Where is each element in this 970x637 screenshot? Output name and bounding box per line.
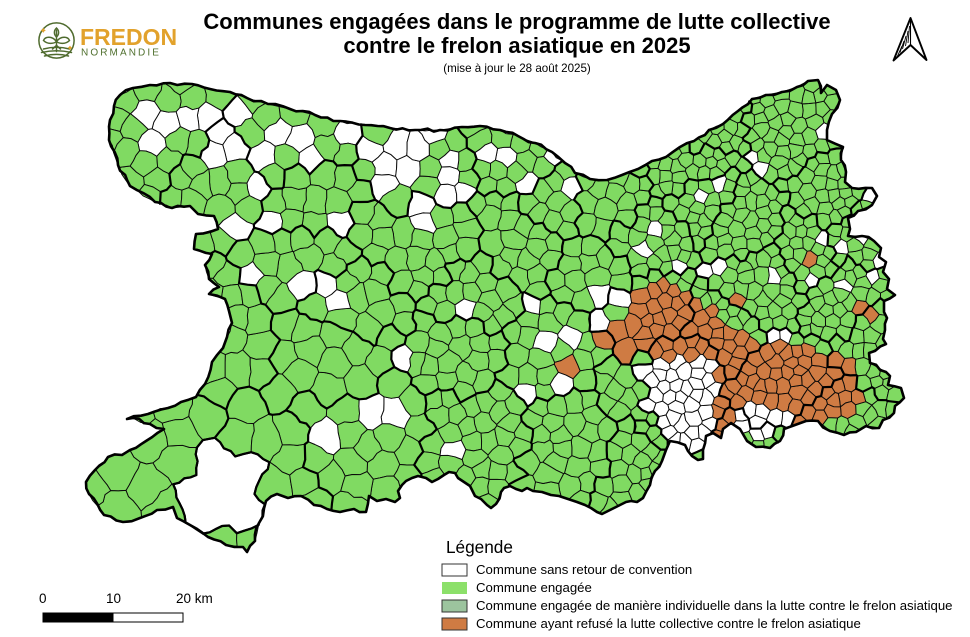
svg-text:20 km: 20 km [176, 591, 213, 606]
svg-text:0: 0 [39, 591, 47, 606]
svg-text:Commune engagée de manière ind: Commune engagée de manière individuelle … [476, 598, 953, 613]
svg-text:Commune engagée: Commune engagée [476, 580, 592, 595]
svg-text:Commune sans retour de convent: Commune sans retour de convention [476, 562, 692, 577]
svg-text:FREDON: FREDON [80, 24, 177, 50]
svg-text:Commune ayant refusé la lutte: Commune ayant refusé la lutte collective… [476, 616, 861, 631]
svg-text:10: 10 [106, 591, 121, 606]
svg-text:NORMANDIE: NORMANDIE [81, 48, 161, 59]
